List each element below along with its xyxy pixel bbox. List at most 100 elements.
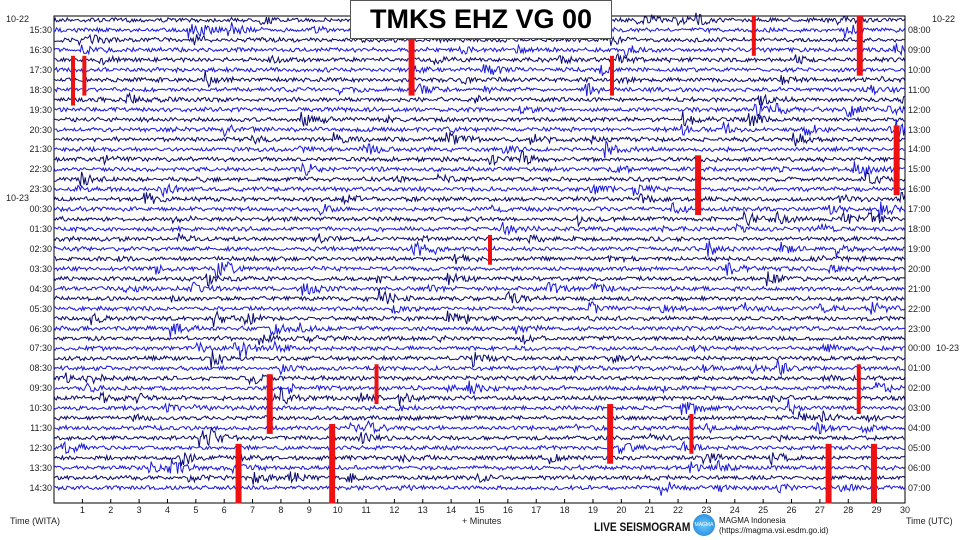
clipped-signal-marker xyxy=(751,16,756,56)
seismic-trace xyxy=(53,102,906,118)
right-tick-label: 11:00 xyxy=(908,84,930,95)
right-tick-label: 18:00 xyxy=(908,224,931,234)
clipped-signal-marker xyxy=(374,364,379,405)
x-tick-label: 4 xyxy=(164,505,170,515)
right-tick-label: 12:00 xyxy=(908,104,931,115)
seismic-trace xyxy=(53,271,905,288)
left-tick-label: 14:30 xyxy=(29,482,52,493)
right-tick-label: 21:00 xyxy=(908,283,931,294)
right-axis-label: Time (UTC) xyxy=(906,516,953,526)
seismic-trace xyxy=(53,339,905,359)
right-date-label: 10-23 xyxy=(936,343,960,353)
clipped-signal-marker xyxy=(488,234,493,265)
seismic-trace xyxy=(53,82,906,97)
magma-credit: MAGMA Indonesia (https://magma.vsi.esdm.g… xyxy=(719,516,828,536)
seismic-trace xyxy=(53,440,905,455)
x-tick-label: 3 xyxy=(136,505,142,515)
x-tick-label: 15 xyxy=(474,505,485,515)
left-tick-label: 04:30 xyxy=(29,283,52,294)
left-axis-label: Time (WITA) xyxy=(10,516,60,526)
left-tick-label: 00:30 xyxy=(29,204,52,215)
x-tick-label: 14 xyxy=(446,505,457,515)
left-tick-label: 08:30 xyxy=(29,363,52,374)
x-tick-label: 20 xyxy=(616,505,627,515)
right-tick-label: 19:00 xyxy=(908,243,931,254)
seismic-trace xyxy=(53,452,906,467)
left-tick-label: 22:30 xyxy=(29,164,52,175)
seismic-trace xyxy=(53,471,906,485)
x-tick-label: 9 xyxy=(306,505,312,515)
seismic-trace xyxy=(53,333,906,346)
x-tick-label: 23 xyxy=(701,505,712,515)
clipped-signal-marker xyxy=(71,55,76,106)
seismic-trace xyxy=(53,253,906,265)
seismic-trace xyxy=(53,52,906,66)
seismic-trace xyxy=(53,161,905,178)
right-tick-label: 10:00 xyxy=(908,64,931,75)
x-tick-label: 22 xyxy=(673,505,684,515)
live-seismogram-label: LIVE SEISMOGRAM xyxy=(594,520,691,534)
x-tick-label: 8 xyxy=(278,505,284,515)
x-tick-label: 5 xyxy=(193,505,199,515)
seismic-trace xyxy=(53,481,906,496)
seismic-trace xyxy=(53,322,905,338)
seismic-trace xyxy=(53,201,906,220)
right-tick-label: 02:00 xyxy=(908,383,931,394)
org-url[interactable]: (https://magma.vsi.esdm.go.id) xyxy=(719,526,829,535)
x-tick-label: 28 xyxy=(843,505,854,515)
left-tick-label: 07:30 xyxy=(29,343,52,354)
x-tick-label: 12 xyxy=(389,505,400,515)
x-tick-label: 24 xyxy=(729,505,740,515)
left-tick-label: 15:30 xyxy=(29,25,52,35)
seismic-trace xyxy=(53,139,905,159)
x-tick-label: 17 xyxy=(531,505,542,515)
left-tick-label: 10:30 xyxy=(29,403,52,414)
seismic-trace xyxy=(53,91,905,106)
clipped-signal-marker xyxy=(609,55,614,96)
seismic-trace xyxy=(53,399,906,416)
clipped-signal-marker xyxy=(329,423,336,504)
right-tick-label: 07:00 xyxy=(908,482,931,493)
left-tick-label: 11:30 xyxy=(30,423,52,433)
seismic-trace xyxy=(53,119,906,140)
clipped-signal-marker xyxy=(856,16,863,76)
left-tick-label: 13:30 xyxy=(29,462,52,473)
x-tick-label: 26 xyxy=(786,505,797,515)
x-tick-label: 13 xyxy=(417,505,428,515)
x-tick-label: 11 xyxy=(361,505,371,515)
right-tick-label: 15:00 xyxy=(908,164,931,175)
left-tick-label: 01:30 xyxy=(29,224,52,234)
clipped-signal-marker xyxy=(408,35,415,96)
left-tick-label: 18:30 xyxy=(29,84,52,95)
x-tick-label: 30 xyxy=(899,505,910,515)
left-tick-label: 17:30 xyxy=(29,64,52,75)
seismic-trace xyxy=(53,209,906,228)
seismic-trace xyxy=(53,232,906,245)
seismic-trace xyxy=(53,350,906,369)
seismic-trace xyxy=(53,191,906,206)
clipped-signal-marker xyxy=(695,155,702,215)
org-name: MAGMA Indonesia xyxy=(719,516,786,525)
seismic-trace xyxy=(53,260,906,278)
seismic-trace xyxy=(53,170,906,187)
right-tick-label: 01:00 xyxy=(908,363,931,374)
right-tick-label: 09:00 xyxy=(908,44,931,55)
x-tick-label: 19 xyxy=(587,505,598,515)
right-tick-label: 00:00 xyxy=(908,343,931,354)
clipped-signal-marker xyxy=(825,443,832,504)
x-tick-label: 25 xyxy=(758,505,769,515)
right-tick-label: 05:00 xyxy=(908,442,931,453)
seismic-trace xyxy=(53,387,906,407)
clipped-signal-marker xyxy=(607,404,614,464)
right-tick-label: 16:00 xyxy=(908,184,931,195)
seismic-trace xyxy=(53,132,905,147)
left-tick-label: 16:30 xyxy=(29,44,52,55)
x-tick-label: 18 xyxy=(559,505,570,515)
left-tick-label: 23:30 xyxy=(29,184,52,195)
magma-logo: MAGMA xyxy=(693,514,715,536)
seismic-trace xyxy=(53,182,906,198)
x-tick-label: 2 xyxy=(108,505,114,515)
left-tick-label: 05:30 xyxy=(29,303,52,314)
x-tick-label: 21 xyxy=(644,505,655,515)
